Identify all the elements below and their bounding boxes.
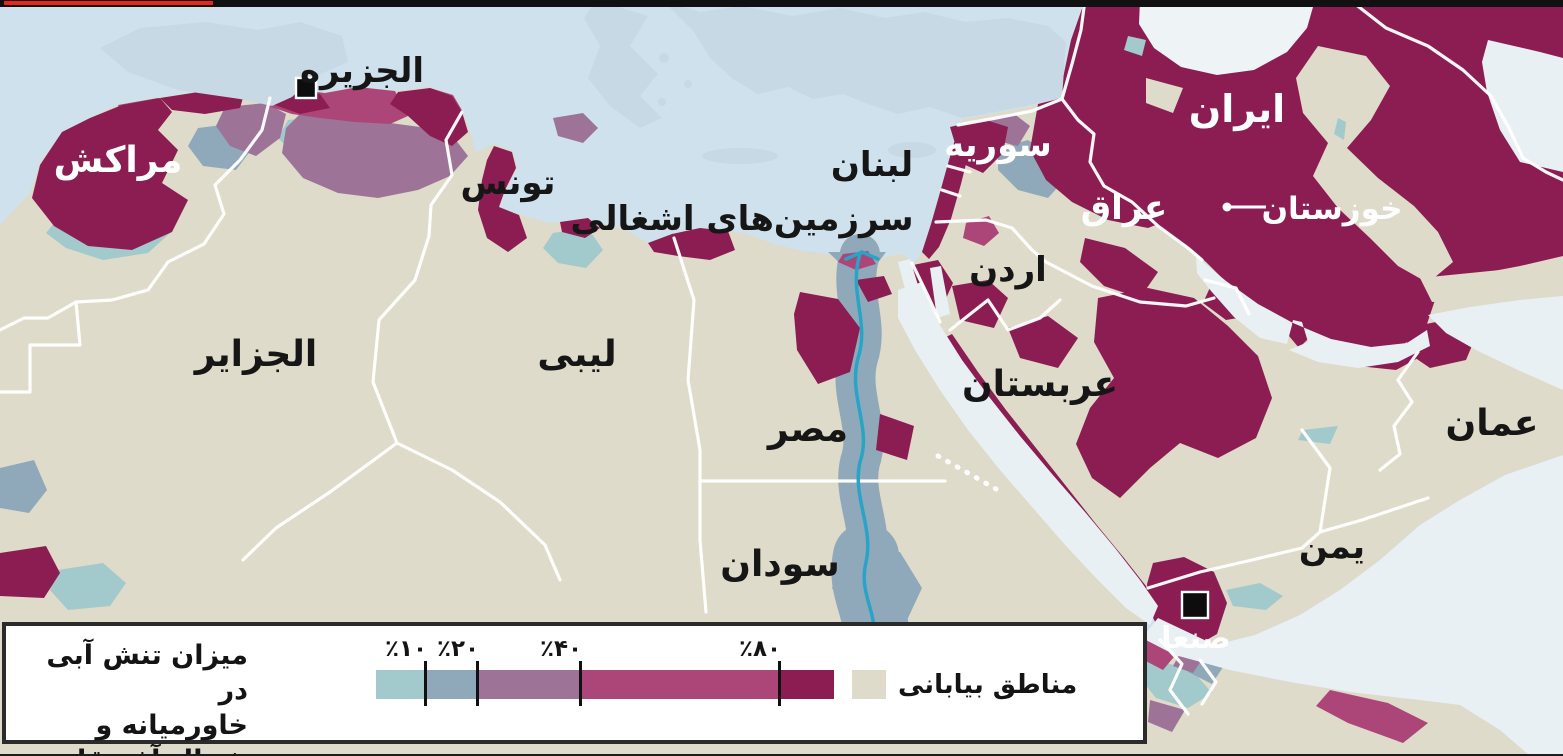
red-sea <box>898 282 1158 625</box>
label-algeria: الجزاير <box>193 334 317 375</box>
scale-segment-40-80pct <box>579 670 778 699</box>
label-yemen: یمن <box>1299 527 1365 567</box>
scale-segment-20-40pct <box>476 670 579 699</box>
gulf-of-aqaba <box>930 266 950 318</box>
iran-desert-patches <box>1124 36 1563 302</box>
scale-segment-10-20pct <box>424 670 476 699</box>
desert-legend-swatch <box>852 670 886 699</box>
disputed-border-dotted <box>935 453 999 492</box>
legend-title-line1: میزان تنش آبی در <box>46 640 248 706</box>
sea-inlets <box>898 0 1563 756</box>
city-markers <box>294 76 1266 620</box>
scale-label-40: ٪۴۰ <box>539 636 583 662</box>
label-lebanon: لبنان <box>831 145 913 185</box>
label-occupied-territories: سرزمین‌های اشغالی <box>570 199 913 239</box>
bottom-frame-line <box>0 754 1563 756</box>
greece <box>584 0 662 128</box>
scale-label-20: ٪۲۰ <box>436 636 480 662</box>
persian-gulf <box>1196 256 1430 368</box>
scale-segment-under-10pct <box>376 670 424 699</box>
legend-box: میزان تنش آبی در خاورمیانه و شمال آفریقا… <box>2 622 1147 756</box>
turkey <box>662 0 1066 118</box>
scale-tick-40 <box>579 661 582 706</box>
label-morocco: مراكش <box>54 140 183 181</box>
cyprus-island <box>888 142 936 158</box>
sanaa-marker <box>1180 590 1210 620</box>
label-oman: عمان <box>1446 403 1539 444</box>
stress-regions-20-40pct <box>216 103 1293 732</box>
label-algiers-city: الجزيره <box>300 51 424 91</box>
label-libya: ليبى <box>537 334 616 375</box>
country-borders <box>0 0 1563 716</box>
label-egypt: مصر <box>766 409 848 450</box>
progress-indicator <box>4 1 213 5</box>
label-syria: سوریه <box>944 125 1052 165</box>
scale-label-80: ٪۸۰ <box>738 636 782 662</box>
label-saudi-arabia: عربستان <box>962 364 1118 405</box>
algiers-marker <box>294 76 318 100</box>
gulf-of-oman <box>1428 296 1563 390</box>
iberia <box>100 22 348 106</box>
label-iran: ایران <box>1189 87 1285 131</box>
legend-title: میزان تنش آبی در خاورمیانه و شمال آفریقا <box>14 638 248 756</box>
top-progress-bar <box>0 0 1563 7</box>
label-sanaa-city: صنعا <box>1161 621 1230 656</box>
label-tunisia: تونس <box>461 163 556 203</box>
non-study-land <box>100 0 1449 632</box>
label-jordan: اردن <box>969 250 1047 290</box>
legend-title-line2: خاورمیانه و شمال آفریقا <box>77 710 248 756</box>
label-sudan: سودان <box>720 544 840 585</box>
scale-tick-10 <box>424 661 427 706</box>
scale-tick-80 <box>778 661 781 706</box>
scale-tick-20 <box>476 661 479 706</box>
nile-river <box>844 250 880 644</box>
legend-color-scale: ٪۱۰ ٪۲۰ ٪۴۰ ٪۸۰ <box>376 636 834 706</box>
scale-label-10: ٪۱۰ <box>384 636 428 662</box>
desert-legend-label: مناطق بیابانی <box>898 670 1078 700</box>
label-iraq: عراق <box>1081 188 1167 228</box>
northeast-sea-pocket <box>1482 40 1563 172</box>
caspian-sea <box>1139 0 1315 75</box>
khuzestan-callout <box>1222 202 1266 212</box>
label-khuzestan: خوزستان <box>1262 191 1403 227</box>
scale-segment-over-80pct <box>778 670 834 699</box>
gulf-of-aden <box>1142 455 1563 756</box>
map-labels: مراكش الجزيره تونس الجزاير ليبى لبنان سر… <box>54 51 1539 656</box>
gulf-of-suez <box>898 259 928 324</box>
crete-island <box>702 148 778 164</box>
